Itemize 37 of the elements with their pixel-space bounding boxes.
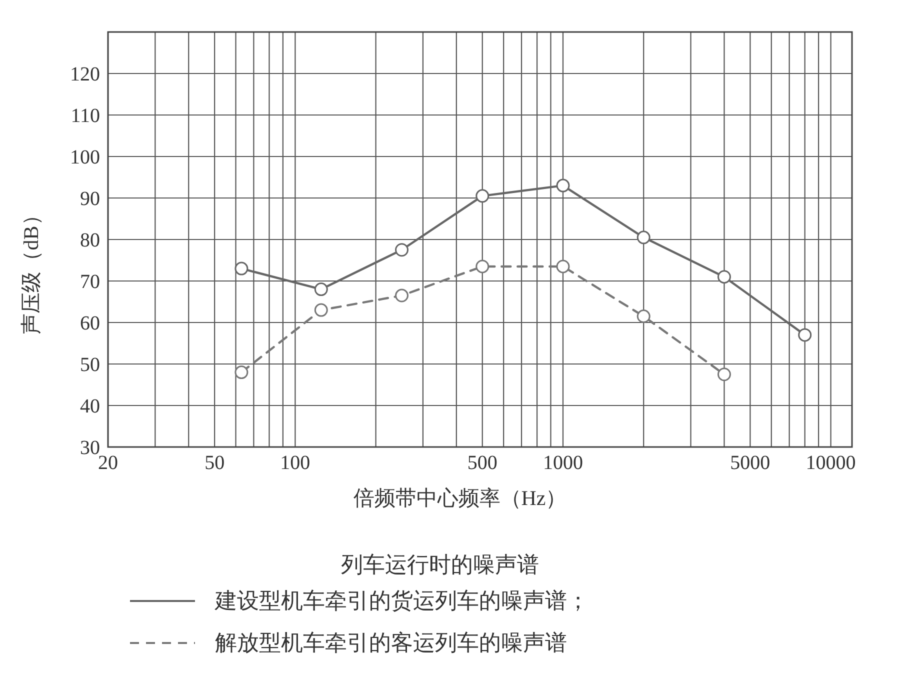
legend-label: 解放型机车牵引的客运列车的噪声谱 <box>215 630 567 655</box>
point <box>798 328 812 342</box>
y-tick-label: 80 <box>80 230 100 252</box>
y-tick-label: 70 <box>80 271 100 293</box>
point <box>234 262 248 276</box>
x-tick-label: 10000 <box>806 452 856 474</box>
x-tick-label: 20 <box>98 452 118 474</box>
point <box>476 189 490 203</box>
point <box>314 282 328 296</box>
point <box>395 288 409 302</box>
point <box>636 230 650 244</box>
y-tick-label: 120 <box>70 64 100 86</box>
y-tick-label: 110 <box>70 105 100 127</box>
point <box>314 303 328 317</box>
x-tick-label: 1000 <box>542 452 583 474</box>
x-tick-label: 500 <box>467 452 498 474</box>
x-tick-label: 100 <box>280 452 310 474</box>
x-tick-label: 50 <box>204 452 225 474</box>
y-axis-title: 声压级（dB） <box>19 204 43 334</box>
y-tick-label: 40 <box>80 396 100 418</box>
y-tick-label: 100 <box>70 146 100 168</box>
y-tick-label: 90 <box>80 188 100 210</box>
legend-label: 建设型机车牵引的货运列车的噪声谱； <box>214 588 589 613</box>
x-axis-title: 倍频带中心频率（Hz） <box>353 486 567 510</box>
point <box>717 368 731 382</box>
point <box>476 260 490 274</box>
y-tick-label: 30 <box>80 437 100 459</box>
point <box>717 270 731 284</box>
y-tick-label: 60 <box>80 312 100 334</box>
point <box>636 310 650 324</box>
point <box>556 178 570 192</box>
point <box>234 366 248 380</box>
x-tick-label: 5000 <box>730 452 770 474</box>
text: 列车运行时的噪声谱 <box>341 552 539 577</box>
point <box>395 243 409 257</box>
point <box>556 260 570 274</box>
y-tick-label: 50 <box>80 354 100 376</box>
